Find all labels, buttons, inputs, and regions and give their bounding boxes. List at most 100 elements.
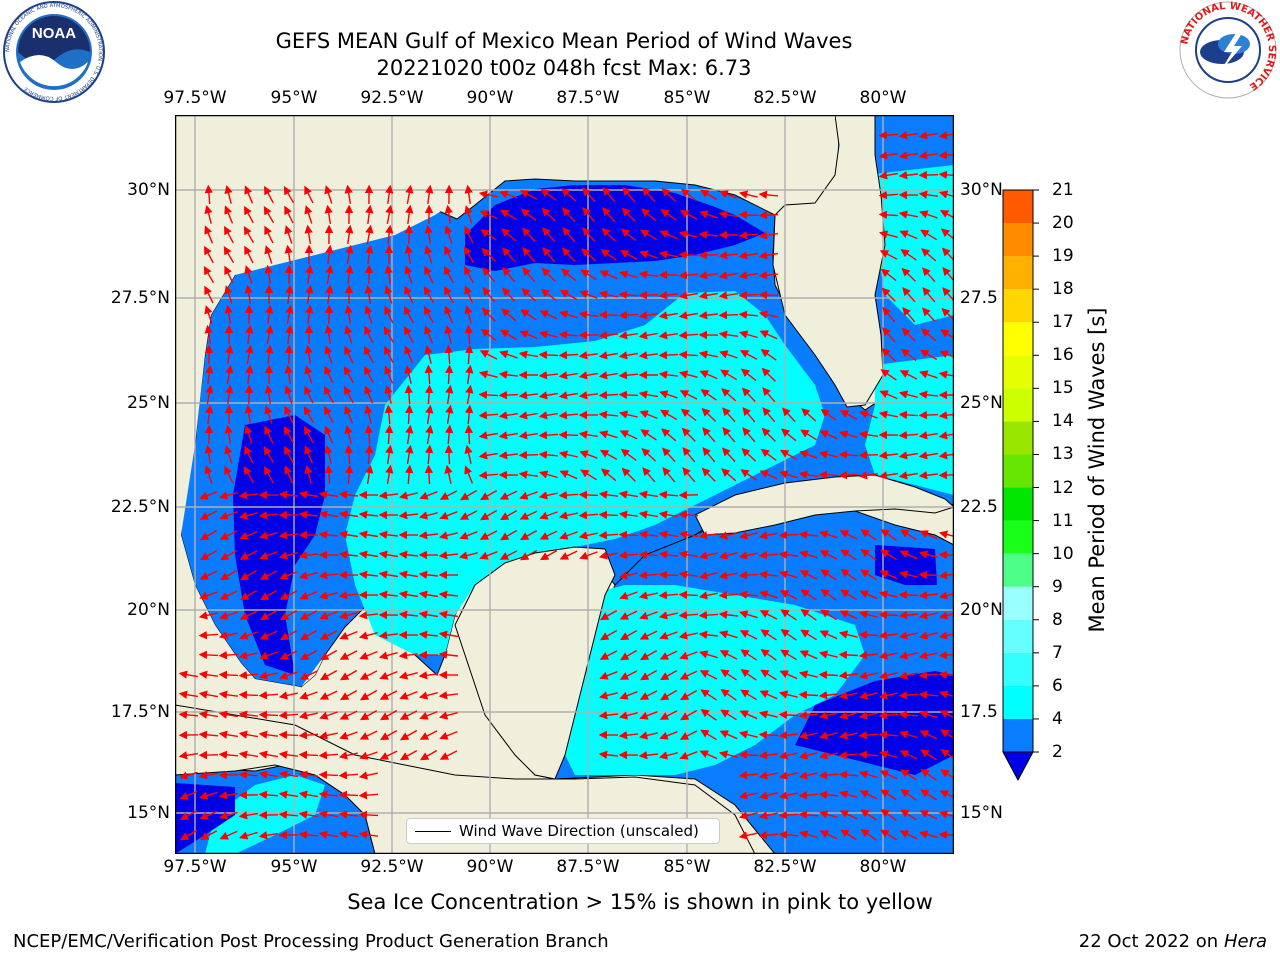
wind-wave-arrow <box>198 650 219 660</box>
wind-wave-arrow <box>204 204 213 224</box>
wind-wave-arrow <box>641 208 657 222</box>
wind-wave-arrow <box>659 631 678 640</box>
lat-label-right: 15°N <box>960 803 1003 823</box>
wind-wave-arrow <box>779 470 798 479</box>
wind-wave-arrow <box>278 730 299 740</box>
wind-wave-arrow <box>344 345 354 364</box>
wind-wave-arrow <box>918 190 939 199</box>
wind-wave-arrow <box>199 510 218 520</box>
colorbar-segment <box>1003 256 1033 290</box>
wind-wave-arrow <box>818 711 838 720</box>
wind-wave-arrow <box>919 210 938 219</box>
lon-label-top: 87.5°W <box>556 88 620 108</box>
wind-wave-arrow <box>720 669 737 681</box>
wind-wave-arrow <box>778 550 798 559</box>
wind-wave-arrow <box>699 670 718 680</box>
wind-wave-arrow <box>244 284 253 305</box>
sea-ice-note: Sea Ice Concentration > 15% is shown in … <box>347 890 933 914</box>
wind-wave-arrow <box>940 329 954 340</box>
wind-wave-arrow <box>464 444 473 464</box>
wind-wave-arrow <box>858 610 878 619</box>
wind-wave-arrow <box>364 305 373 324</box>
wind-wave-arrow <box>680 408 697 422</box>
wind-wave-arrow <box>899 750 918 760</box>
wind-wave-arrow <box>425 404 434 425</box>
wind-wave-arrow <box>799 550 818 559</box>
wind-wave-arrow <box>465 364 474 385</box>
wind-wave-arrow <box>678 311 699 320</box>
wind-wave-arrow <box>245 324 254 344</box>
wind-wave-arrow <box>738 310 759 320</box>
wind-wave-arrow <box>598 310 619 320</box>
wind-wave-arrow <box>405 184 414 205</box>
wind-wave-arrow <box>364 284 373 305</box>
wind-wave-arrow <box>578 430 599 439</box>
wind-wave-arrow <box>539 530 558 540</box>
wind-wave-arrow <box>398 491 418 500</box>
wind-wave-arrow <box>838 770 859 780</box>
wind-wave-arrow <box>364 404 373 424</box>
wind-wave-arrow <box>639 711 658 720</box>
lat-label-right: 20°N <box>960 600 1003 620</box>
wind-wave-arrow <box>298 790 319 799</box>
wind-wave-arrow <box>898 690 919 700</box>
chart-subtitle: 20221020 t00z 048h fcst Max: 6.73 <box>376 56 752 80</box>
wind-wave-arrow <box>738 771 758 780</box>
wind-wave-arrow <box>578 371 599 380</box>
wind-wave-arrow <box>918 830 938 839</box>
wind-wave-arrow <box>762 407 776 423</box>
wind-wave-arrow <box>679 730 698 740</box>
wind-wave-arrow <box>264 405 273 424</box>
wind-wave-arrow <box>498 370 518 379</box>
wind-wave-arrow <box>480 328 497 342</box>
wind-wave-arrow <box>244 205 254 224</box>
wind-wave-arrow <box>378 651 398 660</box>
colorbar-tick-label: 7 <box>1052 642 1063 663</box>
wind-wave-arrow <box>199 591 218 600</box>
wind-wave-arrow <box>718 251 738 260</box>
wind-wave-arrow <box>518 391 538 400</box>
wind-wave-arrow <box>600 248 617 261</box>
wind-wave-arrow <box>464 324 474 345</box>
colorbar-segment <box>1003 322 1033 356</box>
wind-wave-arrow <box>464 184 473 205</box>
wind-wave-arrow <box>318 790 338 799</box>
wind-wave-arrow <box>778 731 798 740</box>
wind-wave-arrow <box>638 351 658 360</box>
wind-wave-arrow <box>283 185 295 204</box>
wind-wave-arrow <box>178 751 199 760</box>
wind-wave-arrow <box>738 831 758 840</box>
wind-wave-arrow <box>298 810 319 819</box>
wind-wave-arrow <box>918 611 938 620</box>
wind-wave-arrow <box>620 228 637 242</box>
wind-wave-arrow <box>598 410 619 419</box>
wind-wave-arrow <box>204 305 213 324</box>
wind-wave-arrow <box>858 730 879 740</box>
wind-wave-arrow <box>938 170 954 180</box>
wind-wave-arrow <box>878 471 899 480</box>
florida-peninsula <box>772 115 886 408</box>
wind-wave-arrow <box>459 531 478 540</box>
wind-wave-arrow <box>558 511 578 520</box>
wind-wave-arrow <box>618 711 638 720</box>
wind-wave-arrow <box>179 790 198 800</box>
wind-wave-arrow <box>459 510 478 520</box>
wind-wave-arrow <box>179 810 198 820</box>
wind-wave-arrow <box>562 207 576 223</box>
wind-wave-arrow <box>898 651 918 660</box>
wind-wave-arrow <box>879 750 898 759</box>
wind-wave-arrow <box>444 444 454 465</box>
wind-wave-arrow <box>559 550 578 560</box>
wind-wave-arrow <box>658 350 679 360</box>
wind-wave-arrow <box>500 209 518 221</box>
wind-wave-arrow <box>860 569 877 581</box>
wind-wave-arrow <box>318 490 339 499</box>
wind-wave-arrow <box>278 790 299 799</box>
wind-wave-arrow <box>198 710 219 719</box>
lat-label-left: 30°N <box>127 180 170 200</box>
wind-wave-arrow <box>318 591 338 600</box>
wind-wave-arrow <box>658 510 679 519</box>
wind-wave-arrow <box>838 671 858 680</box>
wind-wave-arrow <box>385 444 394 465</box>
wind-wave-arrow <box>738 190 758 199</box>
